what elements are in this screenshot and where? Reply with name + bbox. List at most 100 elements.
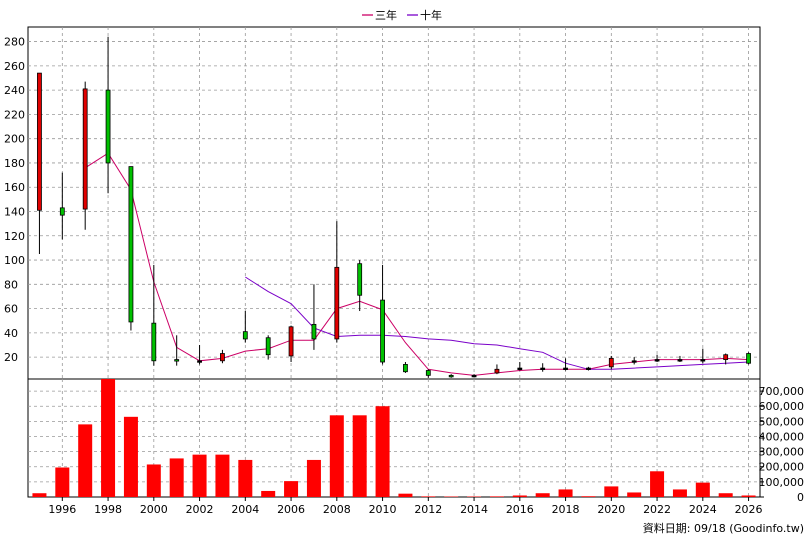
volume-bar bbox=[329, 415, 344, 497]
x-tick-label: 2022 bbox=[643, 503, 671, 516]
volume-bar bbox=[169, 458, 184, 497]
price-y-tick-label: 140 bbox=[4, 205, 25, 218]
price-y-tick-label: 240 bbox=[4, 84, 25, 97]
candle-body bbox=[448, 374, 454, 378]
volume-bar bbox=[581, 496, 596, 497]
candle bbox=[677, 355, 683, 363]
candle-body bbox=[586, 367, 591, 370]
price-y-tick-label: 60 bbox=[4, 303, 18, 316]
candle bbox=[631, 357, 637, 365]
candle bbox=[380, 264, 385, 365]
candle-body bbox=[517, 367, 523, 370]
volume-bars bbox=[32, 379, 756, 497]
volume-bar bbox=[558, 489, 573, 497]
candle bbox=[37, 72, 42, 254]
volume-bar bbox=[650, 471, 665, 497]
candle bbox=[425, 369, 431, 378]
moving-average-line bbox=[245, 276, 749, 370]
candle bbox=[700, 348, 706, 364]
volume-y-tick-label: 700,000 bbox=[759, 385, 805, 398]
legend-label-10yr: 十年 bbox=[420, 8, 442, 22]
volume-bar bbox=[284, 481, 299, 497]
price-y-tick-label: 200 bbox=[4, 133, 25, 146]
volume-bar bbox=[306, 459, 321, 497]
candle bbox=[654, 354, 660, 363]
volume-bar bbox=[238, 459, 253, 497]
price-panel: 20 40 60 80 100 120 140 160 180 200 220 240 260 280 bbox=[4, 26, 761, 380]
candle-body bbox=[608, 357, 614, 368]
candle-body bbox=[220, 353, 225, 362]
candle bbox=[357, 260, 363, 312]
volume-bar bbox=[718, 493, 733, 497]
price-y-tick-label: 180 bbox=[4, 157, 25, 170]
price-grid bbox=[28, 27, 760, 379]
volume-bar bbox=[741, 495, 756, 497]
x-tick-label: 2014 bbox=[460, 503, 488, 516]
volume-bar bbox=[627, 492, 642, 497]
candle bbox=[197, 345, 202, 365]
moving-average-lines bbox=[84, 152, 749, 376]
x-tick-label: 2016 bbox=[506, 503, 534, 516]
price-y-tick-label: 40 bbox=[4, 327, 18, 340]
volume-bar bbox=[512, 495, 527, 497]
x-tick-label: 2008 bbox=[323, 503, 351, 516]
x-tick-label: 1996 bbox=[48, 503, 76, 516]
price-y-tick-label: 120 bbox=[4, 230, 25, 243]
volume-bar bbox=[352, 415, 367, 497]
candle-body bbox=[746, 353, 751, 364]
candle bbox=[265, 335, 271, 360]
candle bbox=[540, 363, 546, 372]
candle bbox=[471, 374, 477, 378]
candle bbox=[105, 36, 111, 194]
x-tick-label: 2020 bbox=[597, 503, 625, 516]
volume-y-tick-label: 300,000 bbox=[759, 446, 805, 459]
volume-y-tick-label: 600,000 bbox=[759, 400, 805, 413]
volume-bar bbox=[421, 496, 436, 497]
candle bbox=[128, 166, 134, 331]
candle-body bbox=[540, 367, 546, 370]
candle-body bbox=[380, 299, 385, 363]
price-y-tick-label: 100 bbox=[4, 254, 25, 267]
volume-y-tick-label: 500,000 bbox=[759, 415, 805, 428]
x-tick-label: 1998 bbox=[94, 503, 122, 516]
volume-y-tick-label: 400,000 bbox=[759, 430, 805, 443]
candle-body bbox=[677, 359, 683, 362]
candle-body bbox=[288, 326, 294, 357]
candle-body bbox=[700, 359, 706, 362]
volume-y-tick-label: 200,000 bbox=[759, 461, 805, 474]
candlesticks bbox=[37, 36, 751, 378]
candle bbox=[563, 358, 568, 371]
volume-y-tick-labels: 0 100,000 200,000 300,000 400,000 500,000 600,… bbox=[759, 385, 805, 504]
x-tick-label: 2010 bbox=[369, 503, 397, 516]
x-tick-label: 2018 bbox=[552, 503, 580, 516]
footer-source: 資料日期: 09/18 (Goodinfo.tw) bbox=[643, 521, 804, 535]
volume-bar bbox=[215, 454, 230, 497]
candle-body bbox=[197, 360, 202, 363]
volume-bar bbox=[78, 424, 93, 497]
volume-bar bbox=[535, 493, 550, 497]
candle-body bbox=[357, 263, 363, 296]
candle-body bbox=[631, 360, 637, 363]
candle bbox=[288, 325, 294, 363]
candle-body bbox=[334, 266, 340, 340]
volume-bar bbox=[261, 490, 276, 497]
candle bbox=[220, 349, 225, 364]
volume-bar bbox=[146, 464, 161, 497]
candle bbox=[586, 366, 591, 371]
candle bbox=[334, 221, 340, 343]
x-tick-label: 2012 bbox=[414, 503, 442, 516]
volume-bar bbox=[398, 493, 413, 497]
legend-label-3yr: 三年 bbox=[375, 8, 397, 22]
candle bbox=[746, 352, 751, 365]
candle bbox=[242, 311, 248, 343]
price-y-tick-label: 260 bbox=[4, 60, 25, 73]
candle bbox=[151, 264, 157, 366]
x-tick-label: 2000 bbox=[140, 503, 168, 516]
candle bbox=[82, 81, 88, 230]
price-y-tick-label: 20 bbox=[4, 351, 18, 364]
candle-body bbox=[59, 207, 65, 216]
volume-bar bbox=[192, 454, 207, 497]
candle-body bbox=[494, 368, 500, 374]
candle bbox=[174, 335, 180, 366]
